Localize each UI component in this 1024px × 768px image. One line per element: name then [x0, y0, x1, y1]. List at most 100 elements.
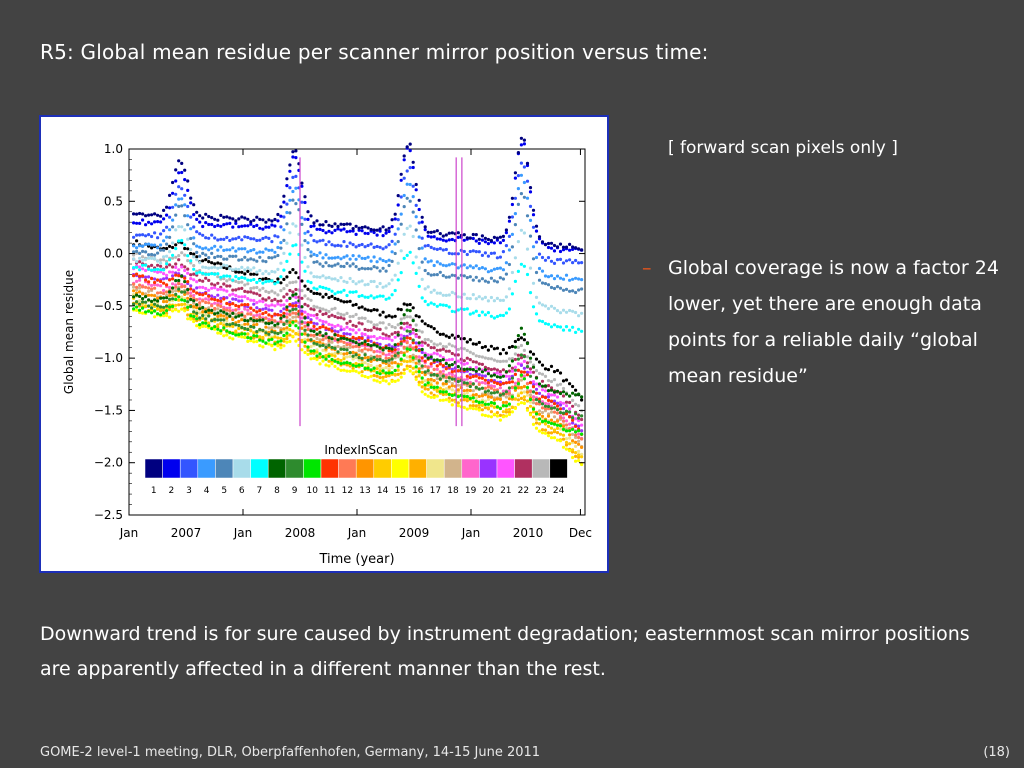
data-point: [471, 374, 475, 379]
data-point: [288, 328, 292, 332]
data-point: [531, 352, 536, 356]
data-point: [282, 295, 286, 299]
data-point: [546, 241, 551, 246]
data-point: [543, 431, 548, 435]
data-point: [522, 359, 526, 363]
data-point: [267, 338, 271, 342]
data-point: [147, 213, 151, 217]
data-point: [580, 432, 584, 436]
data-point: [273, 297, 277, 301]
data-point: [291, 150, 295, 154]
data-point: [285, 326, 289, 330]
data-point: [450, 382, 454, 386]
data-point: [483, 399, 487, 403]
data-point: [534, 391, 539, 395]
data-point: [288, 281, 292, 285]
data-point: [513, 406, 517, 410]
data-point: [408, 166, 412, 170]
data-point: [372, 355, 376, 359]
data-point: [324, 326, 328, 330]
data-point: [228, 302, 232, 307]
data-point: [462, 292, 466, 296]
data-point: [561, 416, 566, 420]
data-point: [456, 401, 460, 405]
data-point: [498, 298, 502, 302]
data-point: [171, 225, 175, 229]
data-point: [258, 293, 262, 297]
data-point: [450, 372, 454, 377]
data-point: [192, 305, 196, 309]
data-point: [267, 322, 271, 326]
data-point: [577, 432, 581, 436]
data-point: [171, 293, 175, 297]
data-point: [381, 266, 385, 270]
data-point: [552, 378, 557, 382]
data-point: [288, 333, 292, 337]
data-point: [204, 286, 208, 291]
data-point: [186, 307, 190, 312]
x-tick-label: Jan: [461, 526, 481, 540]
data-point: [381, 234, 385, 238]
data-point: [288, 288, 292, 293]
data-point: [564, 259, 569, 263]
data-point: [486, 402, 490, 406]
data-point: [135, 288, 139, 292]
data-point: [234, 293, 238, 298]
data-point: [378, 257, 382, 261]
data-point: [513, 196, 517, 200]
data-point: [330, 224, 334, 228]
data-point: [192, 236, 196, 240]
data-point: [216, 288, 220, 292]
data-point: [435, 381, 439, 385]
data-point: [378, 366, 382, 370]
data-point: [345, 342, 349, 347]
data-point: [300, 309, 304, 313]
data-point: [258, 217, 262, 221]
data-point: [174, 279, 178, 283]
data-point: [258, 328, 262, 332]
data-point: [435, 373, 439, 378]
data-point: [450, 237, 454, 242]
data-point: [405, 182, 409, 186]
data-point: [279, 214, 283, 218]
data-point: [444, 382, 448, 386]
data-point: [345, 348, 349, 352]
data-point: [577, 392, 581, 396]
data-point: [363, 245, 367, 249]
data-point: [213, 325, 217, 329]
data-point: [237, 311, 241, 315]
data-point: [438, 342, 442, 346]
data-point: [507, 391, 511, 395]
data-point: [525, 247, 530, 251]
data-point: [369, 348, 373, 352]
data-point: [348, 327, 352, 331]
data-point: [462, 337, 466, 341]
data-point: [285, 334, 289, 338]
series-9-points: [132, 287, 584, 420]
data-point: [495, 405, 499, 409]
legend-swatch-3: [179, 458, 199, 479]
legend-swatch-17: [426, 458, 445, 479]
data-point: [216, 298, 220, 302]
data-point: [387, 243, 391, 247]
data-point: [153, 286, 157, 290]
data-point: [522, 138, 526, 142]
data-point: [531, 395, 536, 399]
data-point: [369, 335, 373, 339]
data-point: [132, 289, 136, 293]
data-point: [249, 339, 253, 343]
data-point: [414, 203, 418, 207]
data-point: [348, 299, 352, 303]
data-point: [393, 348, 397, 352]
data-point: [435, 343, 439, 347]
data-point: [375, 379, 379, 383]
data-point: [438, 390, 442, 394]
data-point: [510, 232, 514, 236]
data-point: [369, 368, 373, 372]
data-point: [279, 281, 283, 285]
data-point: [246, 278, 250, 282]
data-point: [285, 292, 289, 296]
data-point: [525, 272, 530, 277]
data-point: [504, 374, 508, 378]
data-point: [363, 366, 367, 371]
